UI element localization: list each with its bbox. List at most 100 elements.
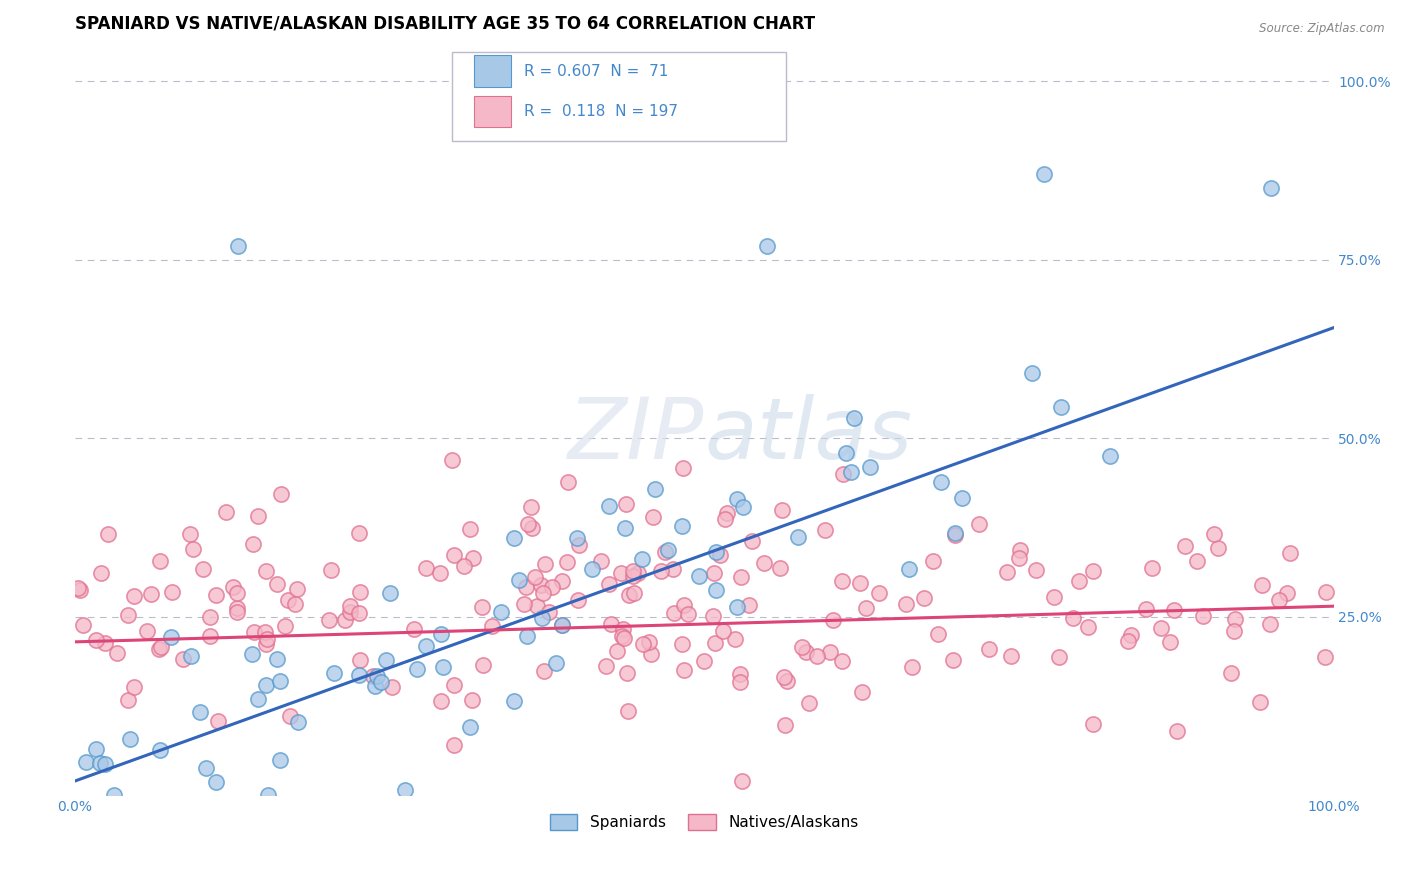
Point bbox=[441, 452, 464, 467]
Point bbox=[1033, 167, 1056, 181]
Point bbox=[831, 654, 853, 668]
Point bbox=[1081, 716, 1104, 731]
Point bbox=[513, 597, 536, 611]
Point bbox=[541, 580, 564, 594]
Point bbox=[273, 619, 295, 633]
Point bbox=[693, 654, 716, 668]
Point bbox=[551, 574, 574, 589]
Point bbox=[443, 678, 465, 692]
Point bbox=[730, 570, 752, 584]
Point bbox=[1185, 554, 1208, 568]
Point bbox=[243, 625, 266, 640]
Point bbox=[671, 637, 693, 651]
Point bbox=[515, 580, 537, 594]
Point bbox=[1159, 634, 1181, 648]
Point bbox=[93, 636, 115, 650]
Point bbox=[617, 704, 640, 718]
Point bbox=[183, 542, 205, 557]
FancyBboxPatch shape bbox=[474, 96, 512, 128]
FancyBboxPatch shape bbox=[453, 53, 786, 141]
Point bbox=[96, 526, 118, 541]
Point bbox=[1116, 634, 1139, 648]
Point bbox=[270, 486, 292, 500]
Point bbox=[600, 616, 623, 631]
Point bbox=[1166, 724, 1188, 739]
Point bbox=[868, 586, 890, 600]
Point bbox=[534, 557, 557, 571]
Point bbox=[124, 589, 146, 603]
Point bbox=[723, 632, 745, 646]
Point bbox=[254, 564, 277, 578]
Point bbox=[859, 459, 882, 474]
Point bbox=[672, 598, 695, 612]
Point bbox=[851, 685, 873, 699]
Point bbox=[347, 606, 370, 620]
Point bbox=[381, 680, 404, 694]
Point bbox=[533, 664, 555, 678]
Point bbox=[621, 564, 644, 578]
Point bbox=[1099, 450, 1122, 464]
Point bbox=[1191, 608, 1213, 623]
Point bbox=[491, 606, 513, 620]
Point bbox=[555, 555, 578, 569]
Point bbox=[531, 611, 554, 625]
Point bbox=[103, 789, 125, 803]
Point bbox=[159, 630, 181, 644]
Point bbox=[855, 600, 877, 615]
Point bbox=[1062, 611, 1084, 625]
Point bbox=[799, 696, 821, 710]
Point bbox=[1067, 574, 1090, 588]
Point bbox=[806, 648, 828, 663]
Point bbox=[136, 624, 159, 638]
Point bbox=[481, 619, 503, 633]
Point bbox=[366, 669, 388, 683]
Point bbox=[415, 560, 437, 574]
Point bbox=[610, 566, 633, 580]
Point bbox=[1206, 541, 1229, 555]
Point bbox=[640, 647, 662, 661]
Point bbox=[614, 497, 637, 511]
Point bbox=[644, 483, 666, 497]
Point bbox=[160, 585, 183, 599]
Point bbox=[537, 605, 560, 619]
Point bbox=[118, 732, 141, 747]
Point bbox=[704, 545, 727, 559]
Point bbox=[1279, 546, 1302, 560]
Point bbox=[228, 238, 250, 252]
Point bbox=[730, 675, 752, 690]
Point bbox=[105, 646, 128, 660]
Point bbox=[1315, 649, 1337, 664]
Point bbox=[595, 658, 617, 673]
Point bbox=[339, 605, 361, 619]
Point bbox=[725, 492, 748, 507]
Point bbox=[349, 585, 371, 599]
Point bbox=[321, 563, 343, 577]
Point bbox=[204, 774, 226, 789]
Point bbox=[557, 475, 579, 489]
Text: SPANIARD VS NATIVE/ALASKAN DISABILITY AGE 35 TO 64 CORRELATION CHART: SPANIARD VS NATIVE/ALASKAN DISABILITY AG… bbox=[75, 15, 815, 33]
Point bbox=[709, 548, 731, 562]
Point bbox=[733, 500, 755, 515]
Point bbox=[148, 641, 170, 656]
Point bbox=[610, 629, 633, 643]
Point bbox=[1142, 561, 1164, 575]
Point bbox=[703, 636, 725, 650]
Point bbox=[617, 588, 640, 602]
Text: R =  0.118  N = 197: R = 0.118 N = 197 bbox=[524, 104, 678, 120]
Point bbox=[773, 670, 796, 684]
Point bbox=[266, 577, 288, 591]
Point bbox=[429, 566, 451, 580]
Point bbox=[551, 618, 574, 632]
Point bbox=[1249, 695, 1271, 709]
Point bbox=[821, 613, 844, 627]
Point bbox=[831, 467, 853, 481]
Point bbox=[287, 714, 309, 729]
Point bbox=[415, 639, 437, 653]
Point bbox=[565, 531, 588, 545]
Point bbox=[977, 641, 1000, 656]
Point bbox=[894, 597, 917, 611]
Point bbox=[901, 660, 924, 674]
Point bbox=[794, 645, 817, 659]
Point bbox=[623, 569, 645, 583]
Point bbox=[180, 648, 202, 663]
